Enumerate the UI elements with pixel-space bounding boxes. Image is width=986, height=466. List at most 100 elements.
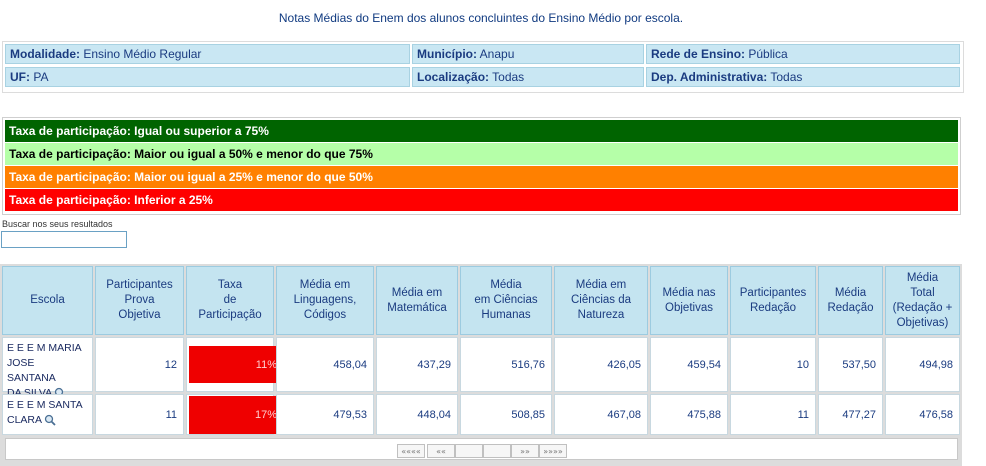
school-name-line: E E E M SANTA [7, 399, 83, 411]
header-line: (Redação + [892, 301, 953, 314]
header-line: Média em [575, 279, 627, 291]
filter-rede: Rede de Ensino: Pública [646, 44, 960, 64]
filter-modalidade: Modalidade: Ensino Médio Regular [5, 44, 410, 64]
column-header-objetivas[interactable]: Média nas Objetivas [650, 266, 728, 335]
header-line: Objetivas) [896, 316, 949, 329]
column-header-participantes-redacao[interactable]: Participantes Redação [730, 266, 816, 335]
table-cell-participantes: 12 [95, 337, 184, 392]
school-name-line: E E E M MARIA [7, 342, 82, 354]
header-line: Participantes [106, 279, 173, 291]
filter-localizacao: Localização: Todas [412, 67, 644, 87]
table-cell-humanas: 516,76 [460, 337, 552, 392]
header-line: Códigos [303, 309, 347, 321]
header-line: Participantes [739, 286, 807, 299]
column-header-escola[interactable]: Escola [2, 266, 93, 335]
table-cell-participantes-redacao: 10 [730, 337, 816, 392]
legend-item-25-50: Taxa de participação: Maior ou igual a 2… [5, 166, 958, 188]
pager-last-button[interactable]: »»»» [539, 444, 567, 458]
legend-item-75: Taxa de participação: Igual ou superior … [5, 120, 958, 142]
header-line: Redação [749, 301, 797, 314]
table-cell-objetivas: 475,88 [650, 394, 728, 435]
header-line: Escola [30, 294, 65, 306]
legend-item-50-75: Taxa de participação: Maior ou igual a 5… [5, 143, 958, 165]
filter-label: Município: [417, 47, 477, 61]
school-name-line: JOSE SANTANA [7, 357, 56, 384]
filter-value: Ensino Médio Regular [83, 47, 202, 61]
table-cell-objetivas: 459,54 [650, 337, 728, 392]
taxa-bar: 11% [189, 346, 279, 383]
column-header-matematica[interactable]: Média em Matemática [376, 266, 458, 335]
table-cell-media-total: 476,58 [885, 394, 960, 435]
pager-page-box[interactable] [483, 444, 511, 458]
header-line: Média em [299, 279, 351, 291]
table-cell-taxa: 11% [186, 337, 279, 392]
column-header-taxa[interactable]: Taxa de Participação [186, 266, 274, 335]
filter-value: PA [33, 70, 49, 84]
table-row-school-name: E E E M MARIA JOSE SANTANA DA SILVA [2, 337, 93, 399]
legend-item-below-25: Taxa de participação: Inferior a 25% [5, 189, 958, 211]
header-line: Média nas [662, 286, 716, 299]
header-line: Humanas [481, 309, 531, 321]
filter-label: Localização: [417, 70, 490, 84]
header-line: Ciências da [570, 294, 632, 306]
header-line: Média [490, 279, 522, 291]
column-header-redacao[interactable]: Média Redação [818, 266, 883, 335]
filter-label: Rede de Ensino: [651, 47, 746, 61]
header-line: Redação [827, 301, 874, 314]
header-line: Linguagens, [293, 294, 357, 306]
filter-label: UF: [10, 70, 30, 84]
table-cell-natureza: 426,05 [554, 337, 648, 392]
school-name-line: CLARA [7, 414, 42, 426]
table-cell-linguagens: 458,04 [276, 337, 374, 392]
table-cell-participantes-redacao: 11 [730, 394, 816, 435]
table-cell-natureza: 467,08 [554, 394, 648, 435]
header-line: Média [906, 271, 939, 284]
column-header-participantes-objetiva[interactable]: Participantes Prova Objetiva [95, 266, 184, 335]
table-row-school-name: E E E M SANTA CLARA [2, 394, 93, 435]
filter-value: Todas [492, 70, 525, 84]
column-header-linguagens[interactable]: Média em Linguagens, Códigos [276, 266, 374, 335]
table-cell-media-total: 494,98 [885, 337, 960, 392]
filter-municipio: Município: Anapu [412, 44, 644, 64]
header-line: de [223, 294, 237, 306]
magnifier-icon[interactable] [44, 414, 56, 426]
header-line: em Ciências [474, 294, 538, 306]
column-header-ciencias-natureza[interactable]: Média em Ciências da Natureza [554, 266, 648, 335]
participation-legend: Taxa de participação: Igual ou superior … [2, 117, 961, 215]
results-table: Escola Participantes Prova Objetiva Taxa de… [0, 264, 962, 466]
pager-next-button[interactable]: »» [511, 444, 539, 458]
table-cell-matematica: 437,29 [376, 337, 458, 392]
filter-label: Dep. Administrativa: [651, 70, 768, 84]
pagination-bar: «««« «« »» »»»» [5, 438, 958, 460]
filter-uf: UF: PA [5, 67, 410, 87]
header-line: Natureza [577, 309, 625, 321]
search-input[interactable] [1, 231, 127, 248]
header-line: Participação [198, 309, 262, 321]
column-header-ciencias-humanas[interactable]: Média em Ciências Humanas [460, 266, 552, 335]
table-cell-participantes: 11 [95, 394, 184, 435]
pager-first-button[interactable]: «««« [397, 444, 425, 458]
taxa-bar: 17% [189, 396, 279, 434]
table-cell-taxa: 17% [186, 394, 279, 435]
header-line: Matemática [387, 301, 447, 314]
pager-page-box[interactable] [455, 444, 483, 458]
table-cell-linguagens: 479,53 [276, 394, 374, 435]
filter-value: Todas [770, 70, 803, 84]
table-cell-redacao: 537,50 [818, 337, 883, 392]
column-header-media-total[interactable]: Média Total (Redação + Objetivas) [885, 266, 960, 335]
header-line: Objetiva [118, 309, 161, 321]
filter-label: Modalidade: [10, 47, 81, 61]
header-line: Taxa [217, 279, 243, 291]
table-cell-redacao: 477,27 [818, 394, 883, 435]
header-line: Média em [391, 286, 443, 299]
header-line: Média [834, 286, 867, 299]
header-line: Objetivas [665, 301, 713, 314]
header-line: Prova [124, 294, 155, 306]
filter-summary: Modalidade: Ensino Médio Regular Municíp… [2, 41, 964, 93]
filter-dep-administrativa: Dep. Administrativa: Todas [646, 67, 960, 87]
header-line: Total [910, 286, 935, 299]
table-cell-humanas: 508,85 [460, 394, 552, 435]
pager-prev-button[interactable]: «« [427, 444, 455, 458]
search-label: Buscar nos seus resultados [2, 219, 113, 229]
page-title: Notas Médias do Enem dos alunos concluin… [278, 11, 684, 25]
